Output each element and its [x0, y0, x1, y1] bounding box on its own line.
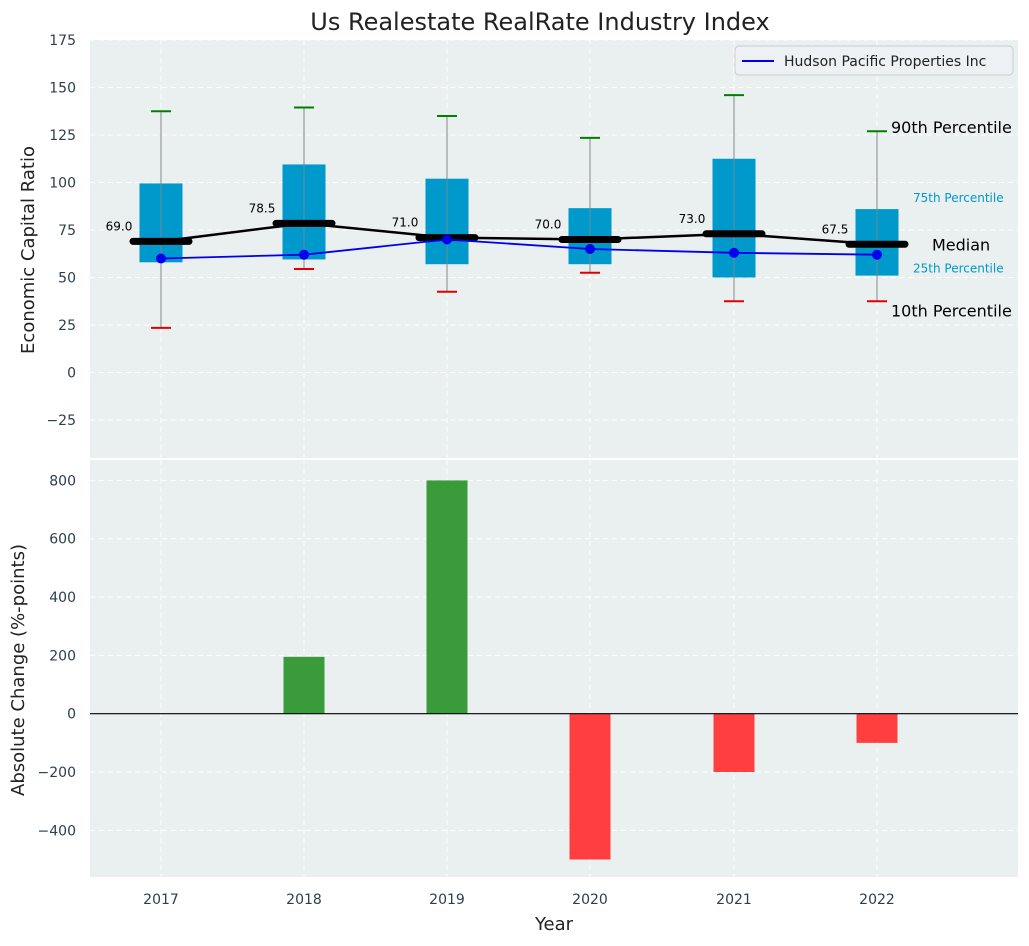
- top-y-tick-label: 0: [67, 366, 76, 382]
- chart-title: Us Realestate RealRate Industry Index: [310, 8, 769, 36]
- median-value-label: 67.5: [822, 222, 849, 236]
- top-y-tick-label: 100: [49, 176, 76, 192]
- x-axis-label: Year: [534, 914, 574, 935]
- bottom-y-tick-label: 0: [67, 707, 76, 723]
- change-bar: [569, 713, 611, 860]
- bottom-y-tick-label: 400: [49, 590, 76, 606]
- median-value-label: 69.0: [106, 219, 133, 233]
- bottom-y-tick-label: 800: [49, 473, 76, 489]
- x-tick-label: 2018: [286, 892, 322, 908]
- top-y-tick-label: 150: [49, 81, 76, 97]
- company-series-line: [160, 238, 878, 260]
- top-y-axis-label: Economic Capital Ratio: [18, 146, 39, 354]
- company-series-point: [299, 249, 309, 260]
- legend-label: Hudson Pacific Properties Inc: [784, 54, 986, 70]
- bottom-plot-background: [90, 460, 1018, 877]
- bottom-y-tick-label: 200: [49, 648, 76, 664]
- bottom-y-tick-label: −200: [38, 765, 76, 781]
- bottom-panel: −400 −200 0 200 400 600 800 2017 2018 2019 2020 202…: [8, 460, 1018, 935]
- top-y-tick-label: −25: [46, 413, 76, 429]
- company-series-point: [872, 249, 882, 260]
- median-value-label: 73.0: [679, 212, 706, 226]
- x-tick-label: 2019: [429, 892, 465, 908]
- change-bar: [856, 713, 898, 743]
- x-tick-label: 2021: [716, 892, 752, 908]
- top-y-tick-label: 25: [58, 318, 76, 334]
- top-y-tick-label: 175: [49, 33, 76, 49]
- company-series-point: [729, 247, 739, 258]
- top-panel: −25 0 25 50 75 100 125 150 175 69.0 78.5 71.0 70.0 73…: [18, 33, 1018, 458]
- median-value-label: 71.0: [392, 216, 419, 230]
- x-tick-label: 2017: [143, 892, 179, 908]
- change-bar: [283, 656, 325, 714]
- x-tick-label: 2020: [572, 892, 608, 908]
- annotation-p25: 25th Percentile: [913, 262, 1004, 276]
- bottom-y-axis-label: Absolute Change (%-points): [8, 544, 29, 796]
- x-tick-label: 2022: [859, 892, 895, 908]
- company-series-point: [585, 244, 595, 254]
- top-y-tick-label: 50: [58, 271, 76, 287]
- top-y-tick-label: 125: [49, 128, 76, 144]
- legend: Hudson Pacific Properties Inc: [734, 45, 1014, 76]
- company-series-point: [156, 253, 166, 264]
- change-bar: [426, 480, 468, 714]
- annotation-median: Median: [932, 235, 990, 254]
- company-series-point: [442, 234, 452, 245]
- bottom-y-tick-label: 600: [49, 532, 76, 548]
- annotation-p75: 75th Percentile: [913, 191, 1004, 205]
- bottom-y-tick-label: −400: [38, 823, 76, 839]
- legend-box: [734, 45, 1014, 76]
- change-bar: [713, 713, 755, 773]
- annotation-p10: 10th Percentile: [891, 301, 1012, 320]
- top-y-tick-label: 75: [58, 223, 76, 239]
- median-value-label: 70.0: [535, 218, 562, 232]
- annotation-p90: 90th Percentile: [891, 118, 1012, 137]
- median-value-label: 78.5: [249, 201, 276, 215]
